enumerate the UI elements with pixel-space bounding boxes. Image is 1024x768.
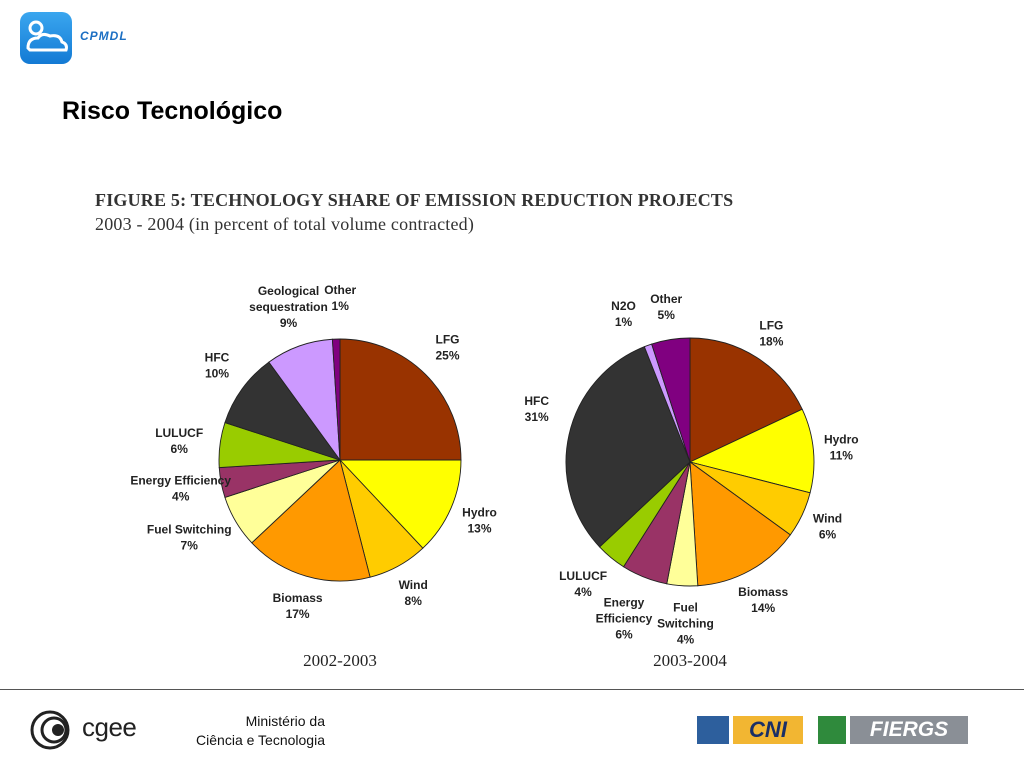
pie-chart-2003-2004: LFG 18% Hydro 11% Wind 6% Biomass 14% Fuel Switch…: [524, 292, 858, 670]
figure-title-line: FIGURE 5: TECHNOLOGY SHARE OF EMISSION R…: [95, 190, 734, 210]
pie-label-other: Other 1%: [324, 283, 356, 313]
pie-slice-biomass: [689, 461, 791, 587]
pie-label-wind: Wind 8%: [399, 578, 428, 608]
pie-label-fuel-switching: Fuel Switching 7%: [147, 522, 232, 552]
pie-label-lfg: LFG 18%: [759, 319, 783, 349]
pie-label-geological-sequestration: Geological sequestration 9%: [249, 284, 328, 330]
cpmdl-logo-text: CPMDL: [80, 29, 128, 43]
page-title: Risco Tecnológico: [62, 97, 283, 125]
pie-label-hfc: HFC 10%: [205, 351, 230, 381]
pie-label-hydro: Hydro 13%: [462, 505, 497, 535]
pie-label-n2o: N2O 1%: [611, 299, 636, 329]
pie-period-label: 2003-2004: [653, 651, 727, 670]
pie-chart-2002-2003: LFG 25% Hydro 13% Wind 8% Biomass 17% Fuel Switc…: [130, 283, 496, 670]
pie-slice-other: [331, 338, 341, 461]
ministry-line-2: Ciência e Tecnologia: [196, 732, 325, 748]
pie-slice-hydro: [338, 459, 462, 549]
pie-label-other: Other 5%: [650, 292, 682, 322]
pie-period-label: 2002-2003: [303, 651, 377, 670]
pie-slice-lfg: [339, 338, 462, 461]
pie-label-biomass: Biomass 17%: [273, 591, 323, 621]
ministry-line-1: Ministério da: [245, 713, 325, 729]
pie-label-lulucf: LULUCF 4%: [559, 569, 607, 599]
pie-slice-hfc: [224, 361, 342, 461]
pie-label-lulucf: LULUCF 6%: [155, 426, 203, 456]
footer-divider: [0, 689, 1024, 690]
pie-label-hydro: Hydro 11%: [824, 433, 859, 463]
figure-title: FIGURE 5: TECHNOLOGY SHARE OF EMISSION R…: [95, 188, 733, 236]
figure-subtitle: 2003 - 2004 (in percent of total volume …: [95, 214, 475, 234]
pie-label-energy-efficiency: Energy Efficiency 6%: [596, 595, 653, 641]
fiergs-logo: FIERGS: [850, 716, 968, 744]
ministry-logo: Ministério da Ciência e Tecnologia: [165, 712, 325, 750]
pie-slice-hfc: [565, 346, 691, 548]
cni-emblem-icon: [697, 716, 729, 744]
cgee-logo-icon: [30, 708, 74, 757]
cpmdl-logo-icon: [20, 12, 72, 64]
pie-charts: LFG 25% Hydro 13% Wind 8% Biomass 17% Fuel Switc…: [130, 283, 858, 670]
pie-slice-hydro: [688, 408, 815, 494]
fiergs-emblem-icon: [818, 716, 846, 744]
pie-label-wind: Wind 6%: [813, 512, 842, 542]
cni-logo: CNI: [733, 716, 803, 744]
pie-label-energy-efficiency: Energy Efficiency 4%: [130, 474, 231, 504]
pie-label-lfg: LFG 25%: [435, 333, 459, 363]
pie-label-hfc: HFC 31%: [524, 394, 549, 424]
pie-slice-other: [651, 337, 691, 463]
pie-label-biomass: Biomass 14%: [738, 585, 788, 615]
pie-slice-lfg: [689, 337, 803, 463]
pie-label-fuel-switching: Fuel Switching 4%: [657, 601, 714, 647]
cgee-logo-text: cgee: [82, 712, 137, 742]
pie-slice-biomass: [251, 459, 371, 582]
